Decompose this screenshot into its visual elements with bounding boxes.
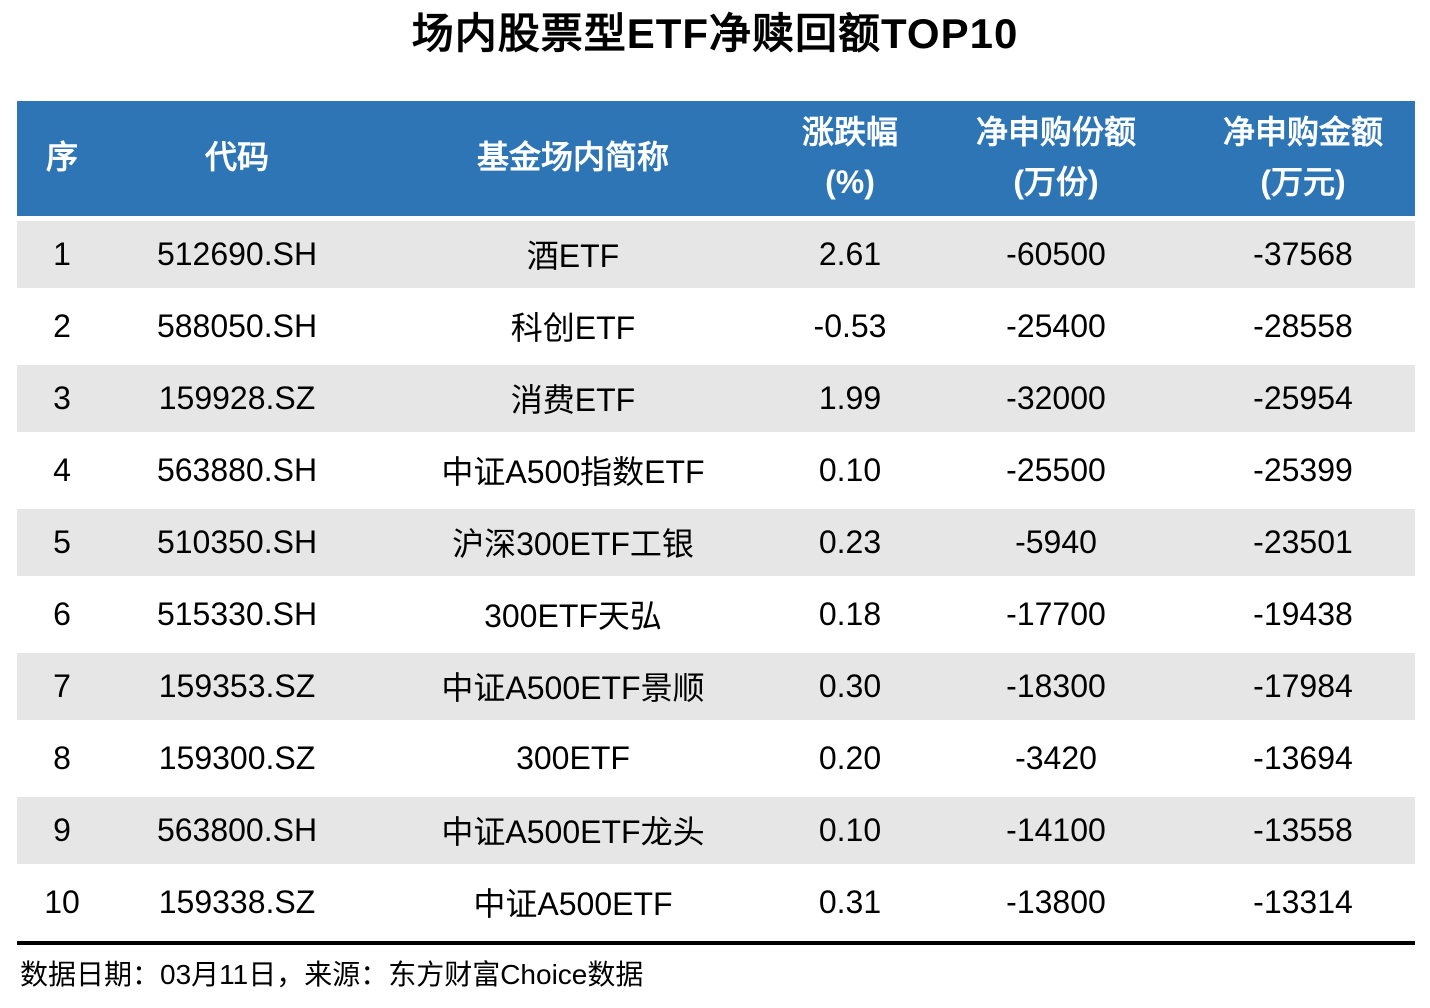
cell-fund-name: 消费ETF <box>510 382 636 418</box>
cell-net-shares: -32000 <box>1006 379 1106 416</box>
cell-code: 563880.SH <box>156 451 318 488</box>
cell-change-pct: 2.61 <box>818 235 882 272</box>
table-row: 10 159338.SZ 中证A500ETF 0.31 -13800 -1331… <box>17 868 1415 941</box>
table-header-row: 序 代码 基金场内简称 涨跌幅 (%) 净申购份额 (万份) 净申购金额 (万元… <box>17 100 1415 221</box>
header-code-label: 代码 <box>204 139 269 176</box>
cell-fund-name: 300ETF天弘 <box>484 598 662 634</box>
cell-net-shares: -3420 <box>1015 739 1097 776</box>
header-change-pct-line2: (%) <box>825 164 875 200</box>
cell-code: 515330.SH <box>156 595 318 632</box>
cell-code: 159928.SZ <box>158 379 316 416</box>
header-net-amount-line2: (万元) <box>1260 164 1346 200</box>
cell-rank: 4 <box>53 451 71 488</box>
cell-net-amount: -28558 <box>1253 307 1353 344</box>
page: 场内股票型ETF净赎回额TOP10 序 代码 基金场内简称 涨跌幅 (%) 净申… <box>0 8 1430 1008</box>
cell-net-amount: -13558 <box>1253 811 1353 848</box>
header-net-shares: 净申购份额 (万份) <box>921 101 1191 216</box>
cell-fund-name: 科创ETF <box>510 310 636 346</box>
cell-code: 159300.SZ <box>158 739 316 776</box>
cell-rank: 10 <box>44 883 80 920</box>
cell-net-amount: -25399 <box>1253 451 1353 488</box>
cell-change-pct: 0.20 <box>818 739 882 776</box>
cell-fund-name: 中证A500ETF龙头 <box>441 814 705 850</box>
header-net-amount: 净申购金额 (万元) <box>1191 101 1415 216</box>
cell-net-shares: -14100 <box>1006 811 1106 848</box>
header-net-amount-line1: 净申购金额 <box>1222 114 1383 151</box>
cell-code: 512690.SH <box>156 235 318 272</box>
header-rank-label: 序 <box>45 139 78 176</box>
table-row: 8 159300.SZ 300ETF 0.20 -3420 -13694 <box>17 724 1415 797</box>
cell-code: 159338.SZ <box>158 883 316 920</box>
cell-net-shares: -25400 <box>1006 307 1106 344</box>
data-source-note: 数据日期：03月11日，来源：东方财富Choice数据 <box>20 958 644 990</box>
cell-change-pct: 0.31 <box>818 883 882 920</box>
header-net-shares-line1: 净申购份额 <box>975 114 1136 151</box>
table-row: 9 563800.SH 中证A500ETF龙头 0.10 -14100 -135… <box>17 796 1415 869</box>
cell-net-amount: -37568 <box>1253 235 1353 272</box>
cell-rank: 9 <box>53 811 71 848</box>
cell-fund-name: 酒ETF <box>526 238 620 274</box>
header-fund-name-label: 基金场内简称 <box>476 139 669 176</box>
header-change-pct: 涨跌幅 (%) <box>779 101 921 216</box>
table-row: 6 515330.SH 300ETF天弘 0.18 -17700 -19438 <box>17 580 1415 653</box>
cell-change-pct: 1.99 <box>818 379 882 416</box>
cell-code: 159353.SZ <box>158 667 316 704</box>
cell-rank: 7 <box>53 667 71 704</box>
table-row: 3 159928.SZ 消费ETF 1.99 -32000 -25954 <box>17 364 1415 437</box>
cell-change-pct: 0.10 <box>818 811 882 848</box>
cell-net-amount: -13694 <box>1253 739 1353 776</box>
cell-rank: 3 <box>53 379 71 416</box>
cell-change-pct: 0.10 <box>818 451 882 488</box>
table-row: 7 159353.SZ 中证A500ETF景顺 0.30 -18300 -179… <box>17 652 1415 725</box>
cell-fund-name: 300ETF <box>516 739 630 776</box>
cell-net-amount: -13314 <box>1253 883 1353 920</box>
header-change-pct-line1: 涨跌幅 <box>801 114 898 151</box>
header-code: 代码 <box>107 101 367 216</box>
header-net-shares-line2: (万份) <box>1013 164 1099 200</box>
table-row: 5 510350.SH 沪深300ETF工银 0.23 -5940 -23501 <box>17 508 1415 581</box>
cell-net-shares: -25500 <box>1006 451 1106 488</box>
cell-net-shares: -17700 <box>1006 595 1106 632</box>
cell-rank: 1 <box>53 235 71 272</box>
table-row: 4 563880.SH 中证A500指数ETF 0.10 -25500 -253… <box>17 436 1415 509</box>
cell-change-pct: 0.23 <box>818 523 882 560</box>
cell-change-pct: -0.53 <box>813 307 887 344</box>
table-row: 1 512690.SH 酒ETF 2.61 -60500 -37568 <box>17 220 1415 293</box>
cell-code: 563800.SH <box>156 811 318 848</box>
page-title: 场内股票型ETF净赎回额TOP10 <box>411 10 1019 57</box>
cell-change-pct: 0.18 <box>818 595 882 632</box>
cell-code: 510350.SH <box>156 523 318 560</box>
header-fund-name: 基金场内简称 <box>367 101 779 216</box>
header-rank: 序 <box>17 101 107 216</box>
cell-rank: 2 <box>53 307 71 344</box>
cell-change-pct: 0.30 <box>818 667 882 704</box>
cell-net-shares: -18300 <box>1006 667 1106 704</box>
cell-rank: 5 <box>53 523 71 560</box>
cell-fund-name: 中证A500ETF <box>473 886 673 922</box>
cell-fund-name: 沪深300ETF工银 <box>452 526 694 562</box>
cell-net-amount: -19438 <box>1253 595 1353 632</box>
table-row: 2 588050.SH 科创ETF -0.53 -25400 -28558 <box>17 292 1415 365</box>
cell-net-amount: -23501 <box>1253 523 1353 560</box>
cell-net-shares: -60500 <box>1006 235 1106 272</box>
cell-net-amount: -25954 <box>1253 379 1353 416</box>
table-bottom-rule <box>17 940 1415 945</box>
cell-fund-name: 中证A500ETF景顺 <box>441 670 705 706</box>
cell-fund-name: 中证A500指数ETF <box>441 454 705 490</box>
cell-net-shares: -13800 <box>1006 883 1106 920</box>
cell-code: 588050.SH <box>156 307 318 344</box>
cell-rank: 8 <box>53 739 71 776</box>
etf-redemption-table: 序 代码 基金场内简称 涨跌幅 (%) 净申购份额 (万份) 净申购金额 (万元… <box>17 100 1415 941</box>
cell-net-amount: -17984 <box>1253 667 1353 704</box>
cell-net-shares: -5940 <box>1015 523 1097 560</box>
cell-rank: 6 <box>53 595 71 632</box>
